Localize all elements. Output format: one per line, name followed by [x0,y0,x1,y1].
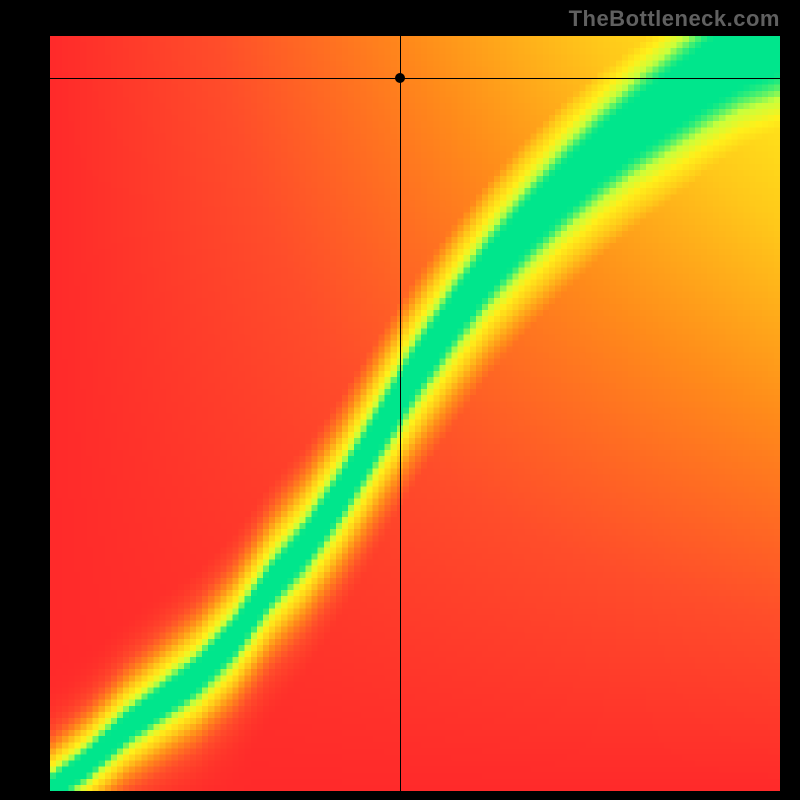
heatmap-canvas [50,36,780,791]
crosshair-marker [395,73,405,83]
crosshair-horizontal [50,78,780,79]
bottleneck-heatmap [50,36,780,791]
watermark-text: TheBottleneck.com [569,6,780,32]
crosshair-vertical [400,36,401,791]
